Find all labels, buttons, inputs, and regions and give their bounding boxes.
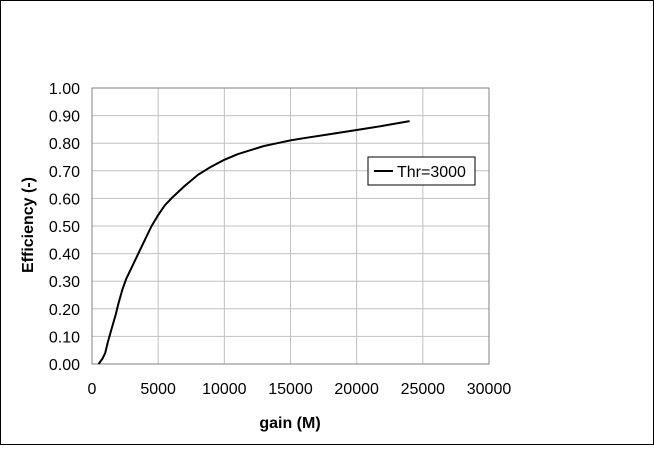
- y-tick-label: 0.00: [49, 357, 80, 374]
- y-tick-label: 0.90: [49, 109, 80, 126]
- legend-label-thr-3000: Thr=3000: [397, 164, 466, 181]
- x-tick-label: 25000: [401, 381, 446, 398]
- gridlines: [92, 88, 489, 364]
- y-tick-label: 0.60: [49, 191, 80, 208]
- y-tick-label: 1.00: [49, 81, 80, 98]
- x-tick-label: 20000: [334, 381, 379, 398]
- y-tick-label: 0.40: [49, 247, 80, 264]
- y-tick-label: 0.10: [49, 329, 80, 346]
- legend: Thr=3000: [367, 156, 476, 186]
- x-tick-label: 0: [88, 381, 97, 398]
- y-tick-label: 0.70: [49, 164, 80, 181]
- x-tick-label: 5000: [140, 381, 176, 398]
- y-axis-title: Efficiency (-): [20, 177, 37, 273]
- x-axis-title: gain (M): [259, 415, 320, 432]
- x-tick-label: 10000: [202, 381, 247, 398]
- y-tick-label: 0.80: [49, 136, 80, 153]
- y-tick-labels: 0.00 0.10 0.20 0.30 0.40 0.50 0.60 0.70 0.80 0.90…: [49, 81, 80, 374]
- y-tick-label: 0.50: [49, 219, 80, 236]
- series-line-thr-3000: [97, 120, 410, 365]
- x-tick-label: 30000: [467, 381, 512, 398]
- plot-area: [91, 87, 490, 365]
- x-tick-label: 15000: [268, 381, 313, 398]
- y-tick-label: 0.20: [49, 302, 80, 319]
- series-layer: [97, 120, 410, 365]
- x-tick-labels: 0 5000 10000 15000 20000 25000 30000: [88, 381, 512, 398]
- y-tick-label: 0.30: [49, 274, 80, 291]
